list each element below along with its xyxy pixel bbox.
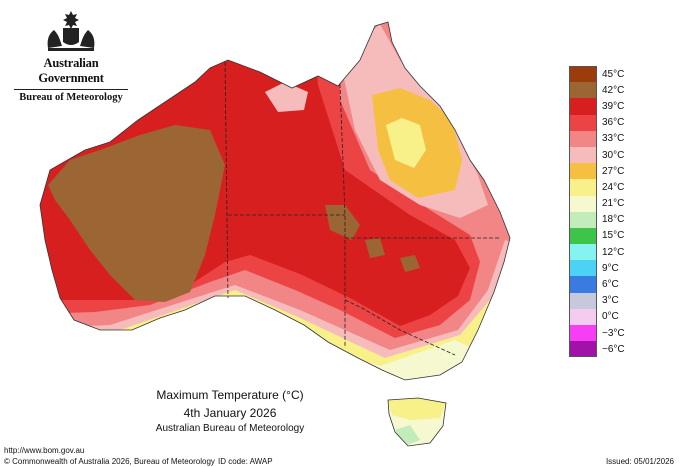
legend-item: 24°C bbox=[569, 179, 641, 196]
legend-item: 30°C bbox=[569, 146, 641, 164]
legend-label: 42°C bbox=[602, 84, 625, 96]
legend-item: −3°C bbox=[569, 325, 641, 342]
coat-of-arms-icon bbox=[47, 11, 95, 51]
legend-item: 45°C bbox=[569, 66, 641, 83]
legend-swatch bbox=[569, 276, 597, 293]
legend-swatch bbox=[569, 163, 597, 180]
legend-item: 27°C bbox=[569, 163, 641, 180]
legend-item: 21°C bbox=[569, 195, 641, 212]
legend-item: 18°C bbox=[569, 211, 641, 228]
legend-swatch bbox=[569, 260, 597, 277]
legend-swatch bbox=[569, 325, 597, 342]
legend-label: 45°C bbox=[602, 68, 625, 80]
legend-item: 36°C bbox=[569, 114, 641, 131]
legend-swatch bbox=[569, 146, 597, 164]
map-agency: Australian Bureau of Meteorology bbox=[155, 423, 305, 434]
legend-label: 12°C bbox=[602, 246, 625, 258]
legend-swatch bbox=[569, 195, 597, 212]
legend-label: 3°C bbox=[602, 295, 619, 307]
legend-item: 3°C bbox=[569, 292, 641, 309]
legend-label: 30°C bbox=[602, 149, 625, 161]
legend-item: 6°C bbox=[569, 276, 641, 293]
legend-label: 21°C bbox=[602, 198, 625, 210]
legend-label: 27°C bbox=[602, 165, 625, 177]
legend-item: 33°C bbox=[569, 130, 641, 147]
legend-item: 0°C bbox=[569, 308, 641, 325]
legend-swatch bbox=[569, 114, 597, 131]
tasmania-coastline bbox=[387, 397, 447, 447]
legend-swatch bbox=[569, 130, 597, 147]
bureau-name: Bureau of Meteorology bbox=[19, 92, 123, 103]
legend-swatch bbox=[569, 82, 597, 99]
legend-swatch bbox=[569, 308, 597, 325]
map-caption: Maximum Temperature (°C) 4th January 202… bbox=[130, 388, 330, 434]
legend-label: 24°C bbox=[602, 181, 625, 193]
legend-swatch bbox=[569, 292, 597, 309]
legend-swatch bbox=[569, 227, 597, 245]
id-code: ID code: AWAP bbox=[218, 457, 273, 466]
issued-date: Issued: 05/01/2026 bbox=[605, 457, 674, 466]
legend-label: 18°C bbox=[602, 214, 625, 226]
legend-item: 42°C bbox=[569, 82, 641, 99]
temperature-legend: 45°C 42°C 39°C 36°C 33°C 30°C 27°C 24°C 21°C 18°C… bbox=[569, 66, 641, 358]
legend-item: 9°C bbox=[569, 260, 641, 277]
legend-label: 36°C bbox=[602, 117, 625, 129]
government-logo-block: Australian Government Bureau of Meteorol… bbox=[10, 8, 132, 103]
legend-label: 15°C bbox=[602, 230, 625, 242]
legend-label: 39°C bbox=[602, 100, 625, 112]
legend-label: −6°C bbox=[602, 343, 625, 355]
legend-item: 15°C bbox=[569, 227, 641, 245]
legend-item: −6°C bbox=[569, 341, 641, 358]
map-date: 4th January 2026 bbox=[183, 406, 277, 420]
legend-swatch bbox=[569, 66, 597, 83]
legend-swatch bbox=[569, 98, 597, 115]
legend-swatch bbox=[569, 179, 597, 196]
tasmania-temperature-field bbox=[388, 398, 446, 446]
header-divider bbox=[14, 89, 128, 90]
coastline bbox=[39, 21, 511, 381]
legend-label: 0°C bbox=[602, 311, 619, 323]
legend-swatch bbox=[569, 341, 597, 358]
government-name: Australian Government bbox=[38, 56, 104, 85]
footer-url[interactable]: http://www.bom.gov.au bbox=[4, 446, 85, 455]
legend-label: 33°C bbox=[602, 133, 625, 145]
map-title: Maximum Temperature (°C) bbox=[156, 388, 304, 402]
legend-label: 6°C bbox=[602, 279, 619, 291]
copyright-text: © Commonwealth of Australia 2026, Bureau… bbox=[4, 457, 215, 466]
state-borders bbox=[224, 61, 500, 356]
legend-swatch bbox=[569, 244, 597, 261]
footer-bar: © Commonwealth of Australia 2026, Bureau… bbox=[0, 457, 680, 467]
legend-item: 39°C bbox=[569, 98, 641, 115]
legend-label: 9°C bbox=[602, 262, 619, 274]
legend-label: −3°C bbox=[602, 327, 625, 339]
legend-swatch bbox=[569, 211, 597, 228]
legend-item: 12°C bbox=[569, 244, 641, 261]
